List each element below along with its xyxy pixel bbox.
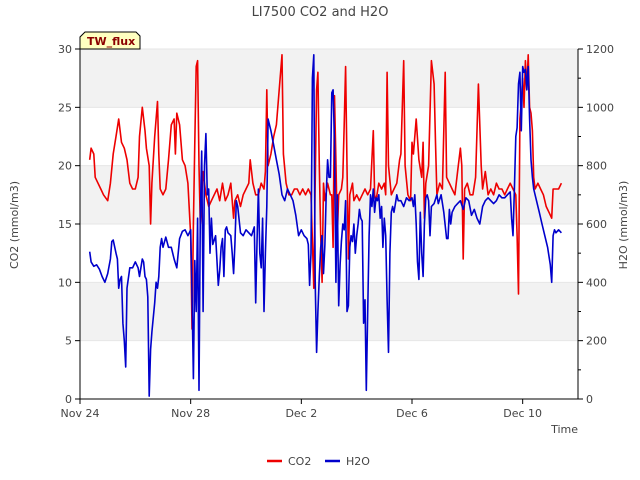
y-left-tick-label: 0 xyxy=(65,393,72,406)
y-right-tick-label: 200 xyxy=(586,335,607,348)
background-band xyxy=(80,49,578,108)
x-tick-label: Dec 6 xyxy=(396,407,428,420)
y-left-tick-label: 30 xyxy=(58,43,72,56)
legend-co2-label: CO2 xyxy=(288,455,311,468)
badge-box xyxy=(79,31,141,50)
y-right-tick-label: 600 xyxy=(586,218,607,231)
y-left-tick-label: 10 xyxy=(58,276,72,289)
y-right-tick-label: 800 xyxy=(586,160,607,173)
legend: CO2 H2O xyxy=(267,455,370,468)
flux-badge: TW_flux xyxy=(79,31,141,50)
y-left-tick-label: 15 xyxy=(58,218,72,231)
y-left-tick-label: 20 xyxy=(58,160,72,173)
y-right-tick-label: 0 xyxy=(586,393,593,406)
y-left-tick-label: 25 xyxy=(58,101,72,114)
series-line-co2 xyxy=(88,54,563,330)
x-tick-label: Nov 24 xyxy=(61,407,100,420)
series-line-h2o xyxy=(88,54,562,397)
series-layer xyxy=(88,54,563,397)
axes: 0 5 10 15 20 25 30 0 200 400 600 800 1000 1200 Nov 24 N… xyxy=(58,43,614,420)
y-right-tick-label: 1000 xyxy=(586,101,614,114)
legend-h2o-label: H2O xyxy=(346,455,370,468)
background-band xyxy=(80,282,578,341)
x-tick-label: Dec 2 xyxy=(285,407,317,420)
x-tick-label: Dec 10 xyxy=(503,407,542,420)
y-right-tick-label: 1200 xyxy=(586,43,614,56)
y-right-tick-label: 400 xyxy=(586,276,607,289)
y-axis-right-label: H2O (mmol/m3) xyxy=(617,181,630,270)
x-tick-label: Nov 28 xyxy=(171,407,210,420)
y-left-tick-label: 5 xyxy=(65,335,72,348)
y-axis-left-label: CO2 (mmol/m3) xyxy=(8,181,21,269)
chart-title: LI7500 CO2 and H2O xyxy=(252,5,389,20)
badge-label: TW_flux xyxy=(87,35,135,48)
x-axis-label: Time xyxy=(550,423,578,436)
